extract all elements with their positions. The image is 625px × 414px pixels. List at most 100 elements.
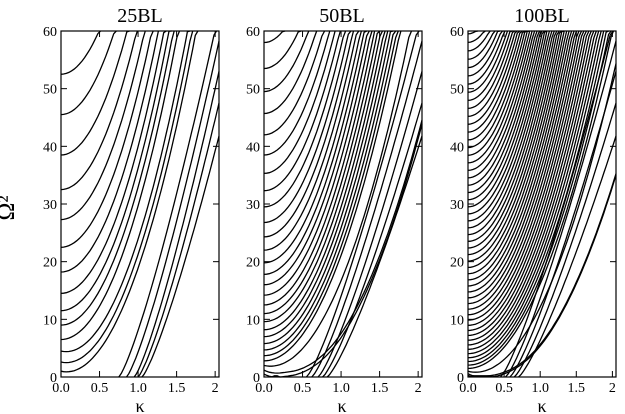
y-tick-label: 50 (450, 83, 464, 98)
dispersion-curve (60, 30, 172, 312)
dispersion-curve (263, 30, 413, 367)
panel-xlabel: κ (537, 396, 546, 414)
y-tick-label: 10 (43, 313, 57, 328)
dispersion-curve (60, 30, 139, 191)
dispersion-curve (263, 30, 355, 238)
dispersion-curve (467, 30, 533, 171)
x-tick-label: 1.0 (332, 381, 350, 396)
dispersion-curve (467, 30, 568, 281)
dispersion-curve (263, 30, 318, 115)
panel-xlabel: κ (337, 396, 346, 414)
y-tick-label: 30 (450, 198, 464, 213)
dispersion-curve (263, 30, 342, 192)
curves (263, 30, 423, 378)
panel-50bl: 50BL κ 0 10 20 30 40 50 60 0.0 0.5 1.0 1.5 2 (246, 5, 423, 414)
dispersion-curve (467, 30, 548, 215)
dispersion-curve (263, 30, 367, 276)
dispersion-curve (467, 30, 555, 242)
dispersion-curve (467, 30, 602, 355)
panel-xlabel: κ (135, 396, 144, 414)
dispersion-curve (467, 30, 565, 275)
dispersion-curve (467, 30, 516, 110)
dispersion-curve (467, 30, 578, 305)
x-tick-label: 1.5 (568, 381, 586, 396)
dispersion-curve (467, 30, 538, 186)
panel-100bl: 100BL κ 0 10 20 30 40 50 60 0.0 0.5 1.0 1.5 2 (450, 5, 617, 414)
dispersion-curve (467, 30, 590, 332)
dispersion-curve (467, 30, 609, 363)
acoustic-curve (133, 71, 220, 378)
dispersion-curve (467, 30, 575, 299)
acoustic-curve (499, 30, 614, 378)
dispersion-curve (60, 30, 160, 273)
dispersion-curve (263, 30, 373, 296)
x-tick-label: 0.0 (255, 381, 273, 396)
curves (60, 30, 220, 378)
dispersion-curve (263, 30, 326, 136)
y-tick-label: 10 (450, 313, 464, 328)
dispersion-curve (263, 30, 347, 208)
acoustic-curve (141, 135, 220, 378)
y-tick-label: 0 (457, 371, 464, 386)
x-tick-label: 1.0 (129, 381, 147, 396)
y-tick-label: 0 (253, 371, 260, 386)
dispersion-curve (467, 30, 528, 149)
dispersion-curve (263, 30, 286, 44)
dispersion-curve (467, 30, 545, 208)
dispersion-curve (467, 30, 496, 60)
y-tick-label: 30 (246, 198, 260, 213)
dispersion-curve (263, 30, 352, 224)
dispersion-curve (467, 173, 617, 378)
dispersion-curve (467, 30, 543, 201)
dispersion-curve (467, 30, 531, 164)
y-tick-label: 40 (450, 140, 464, 155)
dispersion-curve (60, 30, 167, 295)
dispersion-curve (263, 30, 394, 345)
dispersion-curve (467, 30, 558, 249)
acoustic-curve (518, 135, 617, 378)
dispersion-curve (467, 30, 518, 117)
y-tick-label: 40 (43, 140, 57, 155)
y-tick-label: 60 (246, 25, 260, 40)
dispersion-curve (467, 30, 570, 287)
axes: 0 10 20 30 40 50 60 0.0 0.5 1.0 1.5 2 (450, 25, 617, 396)
x-tick-label: 0.5 (91, 381, 109, 396)
dispersion-curve (467, 30, 551, 229)
dispersion-curve (467, 30, 541, 194)
curves (467, 30, 617, 378)
x-tick-label: 2 (415, 381, 422, 396)
dispersion-curve (60, 30, 130, 156)
dispersion-curve (467, 30, 592, 337)
dispersion-curve (467, 30, 565, 269)
panel-25bl: 25BL κ 0 10 20 30 40 50 60 0.0 0.5 1.0 1.5 2 (43, 5, 220, 414)
x-tick-label: 2 (609, 381, 616, 396)
acoustic-curve (509, 71, 617, 378)
dispersion-curve (467, 30, 501, 69)
dispersion-curve (60, 30, 154, 248)
y-tick-label: 50 (246, 83, 260, 98)
acoustic-curve (305, 30, 420, 378)
acoustic-curve (137, 102, 220, 378)
dispersion-curve (263, 30, 402, 362)
dispersion-curve (467, 30, 521, 125)
dispersion-curve (60, 30, 181, 341)
dispersion-curve (263, 30, 302, 70)
dispersion-curve (467, 30, 506, 85)
y-tick-label: 60 (43, 25, 57, 40)
dispersion-curve (60, 30, 199, 373)
dispersion-curve (60, 30, 146, 221)
dispersion-curve (467, 30, 597, 346)
dispersion-curve (467, 30, 536, 179)
dispersion-curve (263, 30, 376, 306)
y-tick-label: 10 (246, 313, 260, 328)
panel-title: 25BL (117, 5, 163, 27)
acoustic-curve (125, 40, 220, 378)
dispersion-curve (263, 30, 384, 323)
y-tick-label: 0 (50, 371, 57, 386)
dispersion-curve (60, 30, 175, 326)
dispersion-curve (263, 30, 397, 351)
y-tick-label: 50 (43, 83, 57, 98)
acoustic-curve (513, 102, 617, 378)
dispersion-curve (467, 30, 580, 310)
